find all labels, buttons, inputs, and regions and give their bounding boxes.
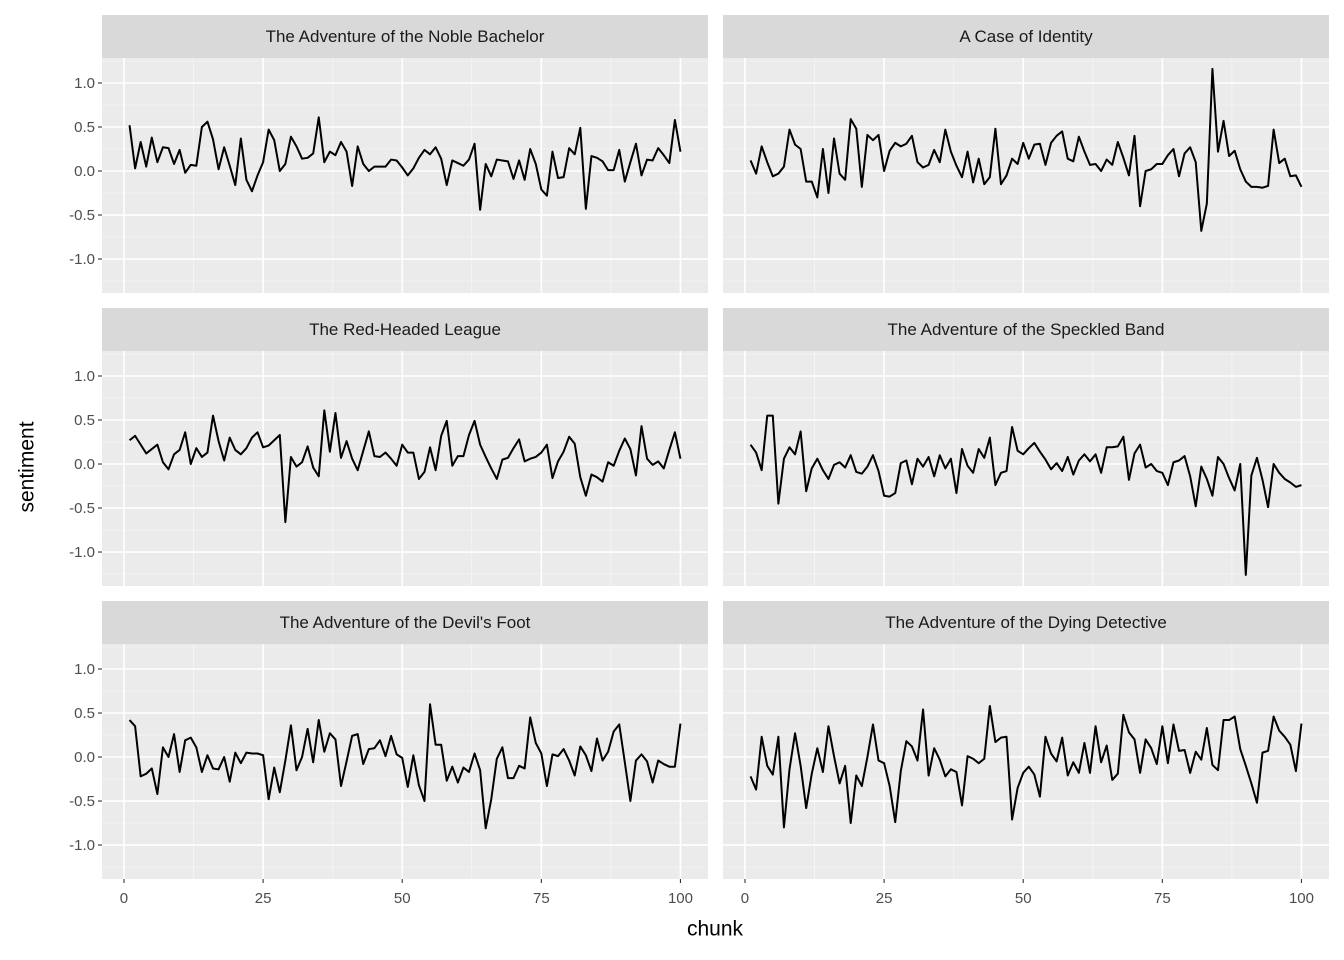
y-tick-label: 0.0 <box>74 163 95 180</box>
sentiment-line <box>749 414 1302 576</box>
y-tick-label: 1.0 <box>74 661 95 678</box>
y-tick-label: -1.0 <box>69 544 95 561</box>
strip-title: The Adventure of the Devil's Foot <box>280 613 531 632</box>
y-tick-label: -1.0 <box>69 251 95 268</box>
x-tick-label: 50 <box>394 890 411 907</box>
strip-background <box>723 308 1329 351</box>
y-tick-label: 0.0 <box>74 749 95 766</box>
strip-title: The Adventure of the Speckled Band <box>888 320 1165 339</box>
y-tick-label: -0.5 <box>69 793 95 810</box>
strip-title: The Red-Headed League <box>309 320 501 339</box>
x-tick-label: 100 <box>1289 890 1314 907</box>
x-tick-label: 75 <box>1154 890 1171 907</box>
strip-background <box>102 308 708 351</box>
y-tick-label: 1.0 <box>74 368 95 385</box>
y-axis-title: sentiment <box>16 421 39 512</box>
sentiment-line <box>749 67 1303 232</box>
panel-background <box>102 58 708 293</box>
sentiment-line <box>128 409 682 524</box>
sentiment-line <box>749 704 1303 829</box>
panel-background <box>723 58 1329 293</box>
y-tick-label: -0.5 <box>69 207 95 224</box>
y-tick-label: -0.5 <box>69 500 95 517</box>
x-tick-label: 0 <box>741 890 749 907</box>
strip-title: The Adventure of the Dying Detective <box>885 613 1167 632</box>
panel-background <box>102 351 708 586</box>
panel-background <box>102 644 708 879</box>
y-tick-label: 0.5 <box>74 119 95 136</box>
y-tick-label: 0.0 <box>74 456 95 473</box>
x-axis-title: chunk <box>687 918 744 941</box>
strip-background <box>102 15 708 58</box>
x-tick-label: 100 <box>668 890 693 907</box>
y-tick-label: 0.5 <box>74 705 95 722</box>
y-tick-label: -1.0 <box>69 837 95 854</box>
x-tick-label: 25 <box>255 890 272 907</box>
x-tick-label: 25 <box>876 890 893 907</box>
y-tick-label: 0.5 <box>74 412 95 429</box>
sentiment-line <box>128 703 682 830</box>
strip-title: A Case of Identity <box>959 27 1093 46</box>
x-tick-label: 0 <box>120 890 128 907</box>
strip-background <box>102 601 708 644</box>
x-tick-label: 75 <box>533 890 550 907</box>
strip-title: The Adventure of the Noble Bachelor <box>266 27 545 46</box>
strip-background <box>723 15 1329 58</box>
strip-background <box>723 601 1329 644</box>
x-tick-label: 50 <box>1015 890 1032 907</box>
sentiment-line <box>128 116 682 211</box>
y-tick-label: 1.0 <box>74 75 95 92</box>
panel-background <box>723 351 1329 586</box>
